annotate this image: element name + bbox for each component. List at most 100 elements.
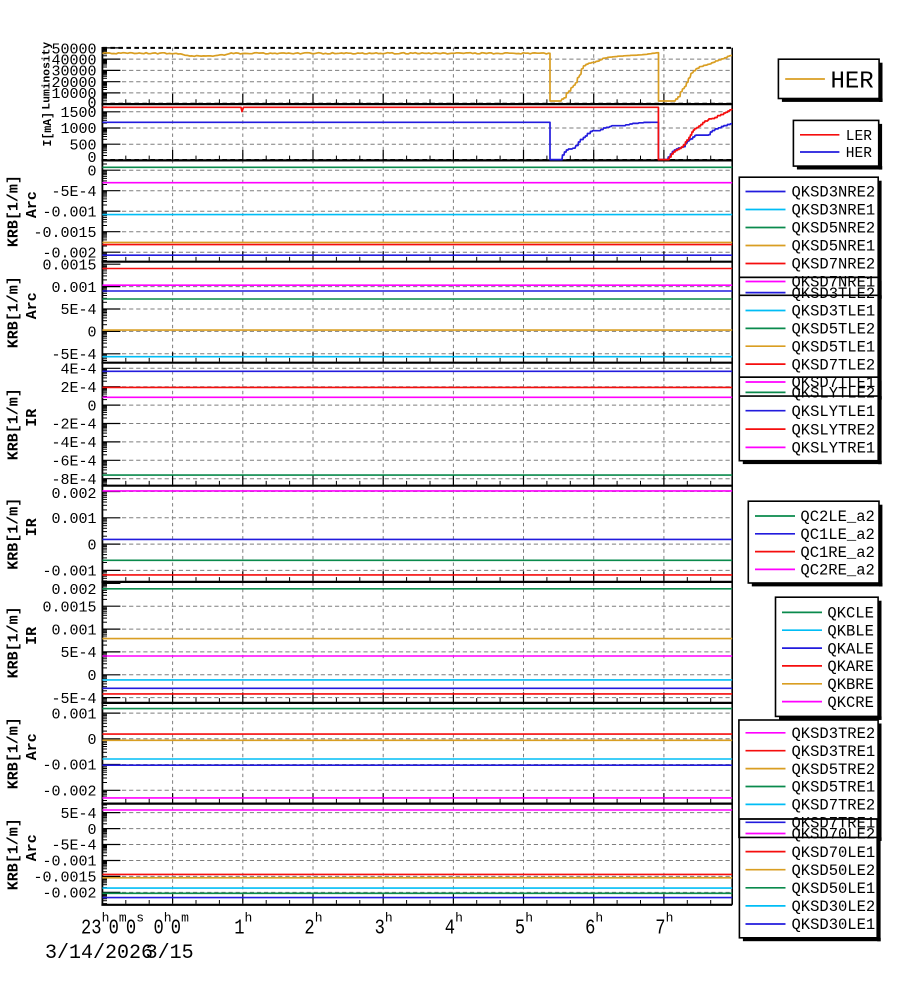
svg-text:LER: LER — [846, 129, 872, 145]
svg-text:I[mA]: I[mA] — [42, 112, 55, 147]
svg-text:QKSD70LE1: QKSD70LE1 — [792, 844, 876, 862]
svg-text:QKSD50LE1: QKSD50LE1 — [792, 880, 876, 898]
svg-text:20000: 20000 — [51, 75, 96, 92]
svg-text:23: 23 — [81, 916, 102, 940]
svg-text:0: 0 — [126, 916, 136, 940]
svg-text:-6E-4: -6E-4 — [51, 454, 96, 471]
svg-text:h: h — [455, 911, 463, 926]
svg-text:4: 4 — [445, 916, 455, 940]
svg-text:IR: IR — [24, 627, 41, 645]
svg-text:QKSLYTLE2: QKSLYTLE2 — [792, 385, 876, 403]
svg-text:KRB[1/m]: KRB[1/m] — [6, 498, 23, 570]
svg-text:0.001: 0.001 — [51, 622, 96, 639]
svg-text:-5E-4: -5E-4 — [51, 184, 96, 201]
svg-text:KRB[1/m]: KRB[1/m] — [6, 606, 23, 678]
svg-text:2: 2 — [304, 916, 314, 940]
svg-text:0: 0 — [87, 668, 96, 685]
svg-text:-0.001: -0.001 — [42, 854, 96, 871]
svg-text:QKARE: QKARE — [827, 658, 874, 676]
svg-text:4E-4: 4E-4 — [60, 362, 96, 379]
svg-text:7: 7 — [655, 916, 665, 940]
svg-text:0: 0 — [87, 537, 96, 554]
svg-text:QKSD7NRE2: QKSD7NRE2 — [792, 256, 876, 274]
svg-text:0.0015: 0.0015 — [42, 257, 96, 274]
svg-text:-5E-4: -5E-4 — [51, 347, 96, 364]
svg-text:QKSD7TRE2: QKSD7TRE2 — [792, 797, 876, 815]
svg-text:h: h — [102, 911, 110, 926]
svg-text:40000: 40000 — [51, 52, 96, 69]
svg-text:QKSLYTRE1: QKSLYTRE1 — [792, 440, 876, 458]
svg-text:0: 0 — [154, 916, 164, 940]
svg-text:QKSD5TLE2: QKSD5TLE2 — [792, 321, 876, 339]
svg-text:1500: 1500 — [60, 105, 96, 122]
svg-text:KRB[1/m]: KRB[1/m] — [6, 388, 23, 460]
svg-text:0: 0 — [87, 732, 96, 749]
svg-text:KRB[1/m]: KRB[1/m] — [6, 818, 23, 890]
svg-text:QKSD3TLE1: QKSD3TLE1 — [792, 303, 876, 321]
svg-text:QKBLE: QKBLE — [827, 623, 874, 641]
svg-text:HER: HER — [831, 69, 874, 96]
svg-text:QKCRE: QKCRE — [827, 694, 874, 712]
svg-text:QKSD7TLE1: QKSD7TLE1 — [792, 374, 876, 392]
svg-text:0.002: 0.002 — [51, 486, 96, 503]
svg-text:3/15: 3/15 — [146, 942, 194, 965]
svg-text:0: 0 — [87, 822, 96, 839]
svg-text:0.002: 0.002 — [51, 582, 96, 599]
svg-text:QC1LE_a2: QC1LE_a2 — [800, 526, 874, 544]
svg-text:-5E-4: -5E-4 — [51, 691, 96, 708]
svg-text:-0.001: -0.001 — [42, 204, 96, 221]
svg-text:QC1RE_a2: QC1RE_a2 — [800, 544, 874, 562]
svg-text:5E-4: 5E-4 — [60, 645, 96, 662]
svg-text:6: 6 — [585, 916, 595, 940]
svg-text:h: h — [385, 911, 393, 926]
svg-text:-0.002: -0.002 — [42, 886, 96, 903]
svg-text:h: h — [315, 911, 323, 926]
svg-text:-8E-4: -8E-4 — [51, 472, 96, 489]
svg-text:h: h — [164, 911, 172, 926]
svg-text:30000: 30000 — [51, 64, 96, 81]
svg-text:QKSLYTRE2: QKSLYTRE2 — [792, 421, 876, 439]
svg-text:-0.002: -0.002 — [42, 784, 96, 801]
svg-text:5E-4: 5E-4 — [60, 806, 96, 823]
svg-text:0: 0 — [109, 916, 119, 940]
svg-text:0.001: 0.001 — [51, 706, 96, 723]
svg-text:-0.0015: -0.0015 — [33, 870, 96, 887]
svg-text:QC2LE_a2: QC2LE_a2 — [800, 508, 874, 526]
svg-text:-0.001: -0.001 — [42, 564, 96, 581]
svg-text:-0.0015: -0.0015 — [33, 225, 96, 242]
svg-text:QKSD3NRE1: QKSD3NRE1 — [792, 202, 876, 220]
svg-text:h: h — [245, 911, 253, 926]
svg-text:h: h — [666, 911, 674, 926]
svg-text:h: h — [525, 911, 533, 926]
svg-text:QKSLYTLE1: QKSLYTLE1 — [792, 403, 876, 421]
svg-text:0: 0 — [87, 96, 96, 113]
svg-text:Luminosity: Luminosity — [42, 42, 54, 110]
svg-text:IR: IR — [24, 409, 41, 427]
svg-text:0: 0 — [87, 150, 96, 167]
svg-text:HER: HER — [846, 146, 872, 162]
svg-text:KRB[1/m]: KRB[1/m] — [6, 276, 23, 348]
svg-text:QKSD7TLE2: QKSD7TLE2 — [792, 356, 876, 374]
svg-text:m: m — [119, 911, 127, 926]
svg-text:KRB[1/m]: KRB[1/m] — [6, 175, 23, 247]
svg-text:0.001: 0.001 — [51, 511, 96, 528]
svg-text:QKSD50LE2: QKSD50LE2 — [792, 862, 876, 880]
svg-text:QKSD3NRE2: QKSD3NRE2 — [792, 184, 876, 202]
svg-text:QKBRE: QKBRE — [827, 676, 874, 694]
svg-text:-0.001: -0.001 — [42, 758, 96, 775]
svg-text:QKSD5TRE1: QKSD5TRE1 — [792, 779, 876, 797]
svg-text:s: s — [136, 911, 144, 926]
svg-text:1: 1 — [234, 916, 244, 940]
svg-text:0: 0 — [87, 398, 96, 415]
svg-text:h: h — [595, 911, 603, 926]
svg-text:5: 5 — [515, 916, 525, 940]
svg-text:-4E-4: -4E-4 — [51, 435, 96, 452]
svg-text:QKSD5NRE2: QKSD5NRE2 — [792, 220, 876, 238]
svg-text:QKSD3TRE1: QKSD3TRE1 — [792, 743, 876, 761]
svg-text:10000: 10000 — [51, 86, 96, 103]
svg-text:m: m — [181, 911, 189, 926]
svg-text:QC2RE_a2: QC2RE_a2 — [800, 562, 874, 580]
svg-text:QKSD30LE2: QKSD30LE2 — [792, 898, 876, 916]
svg-text:IR: IR — [24, 518, 41, 536]
svg-text:Arc: Arc — [24, 191, 41, 218]
